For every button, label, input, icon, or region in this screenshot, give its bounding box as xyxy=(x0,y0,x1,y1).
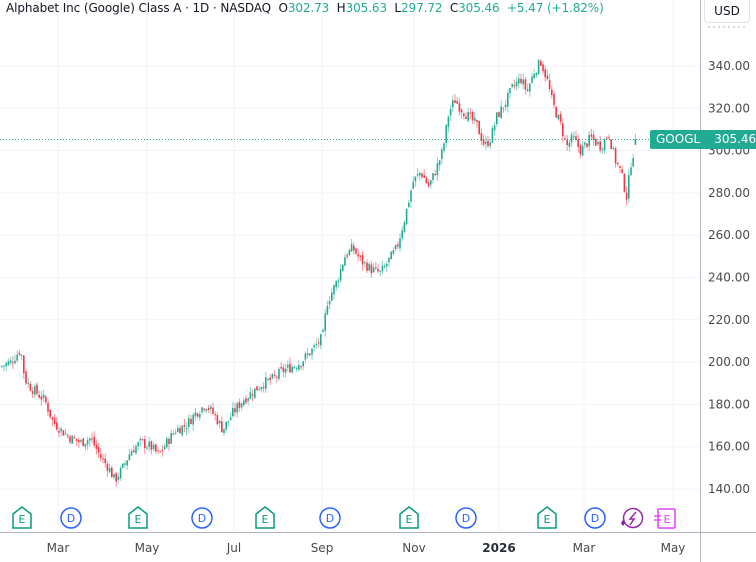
svg-text:E: E xyxy=(544,513,551,526)
split-bolt-event-icon[interactable] xyxy=(621,507,644,529)
symbol-title[interactable]: Alphabet Inc (Google) Class A · 1D · NAS… xyxy=(6,1,272,15)
svg-text:D: D xyxy=(462,512,470,525)
time-tick: Mar xyxy=(47,541,70,555)
dividend-event-icon[interactable]: D xyxy=(455,507,477,529)
high-value: 305.63 xyxy=(345,1,387,15)
dividend-event-icon[interactable]: D xyxy=(191,507,213,529)
price-tick: 340.00 xyxy=(708,59,750,73)
dividend-event-icon[interactable]: D xyxy=(60,507,82,529)
earnings-event-icon[interactable]: E xyxy=(537,506,557,529)
earnings-event-icon[interactable]: E xyxy=(255,506,275,529)
time-tick: Nov xyxy=(402,541,425,555)
close-value: 305.46 xyxy=(458,1,500,15)
earnings-event-icon[interactable]: E xyxy=(399,506,419,529)
time-tick: May xyxy=(661,541,686,555)
dividend-event-icon[interactable]: D xyxy=(584,507,606,529)
svg-text:D: D xyxy=(67,512,75,525)
svg-text:E: E xyxy=(406,513,413,526)
price-tick: 240.00 xyxy=(708,271,750,285)
svg-text:D: D xyxy=(198,512,206,525)
price-tick: 140.00 xyxy=(708,482,750,496)
price-tick: 180.00 xyxy=(708,397,750,411)
low-value: 297.72 xyxy=(401,1,443,15)
symbol-legend: Alphabet Inc (Google) Class A · 1D · NAS… xyxy=(6,1,604,15)
price-tick: 260.00 xyxy=(708,228,750,242)
svg-text:E: E xyxy=(262,513,269,526)
time-tick: Jul xyxy=(226,541,241,555)
svg-text:D: D xyxy=(591,512,599,525)
open-value: 302.73 xyxy=(287,1,330,15)
price-tag-symbol: GOOGL xyxy=(656,132,701,146)
time-tick: Mar xyxy=(573,541,596,555)
svg-text:E: E xyxy=(135,513,142,526)
price-tag-value: 305.46 xyxy=(714,132,756,146)
price-tick: 200.00 xyxy=(708,355,750,369)
price-axis[interactable]: 340.00320.00300.00280.00260.00240.00220.… xyxy=(708,26,750,496)
time-tick: May xyxy=(135,541,160,555)
change-value: +5.47 (+1.82%) xyxy=(506,1,604,15)
price-tick: 280.00 xyxy=(708,186,750,200)
dividend-event-icon[interactable]: D xyxy=(319,507,341,529)
time-tick: Sep xyxy=(311,541,334,555)
last-price-tag: GOOGL 305.46 xyxy=(650,130,756,149)
grid-lines xyxy=(0,0,700,532)
time-axis[interactable]: Mar May Jul Sep Nov 2026 Mar May xyxy=(47,541,686,555)
svg-text:E: E xyxy=(664,513,671,526)
svg-text:E: E xyxy=(19,513,26,526)
candlestick-series xyxy=(1,59,637,487)
earnings-event-icon[interactable]: E xyxy=(128,506,148,529)
earnings-event-icon[interactable]: E xyxy=(12,506,32,529)
time-tick: 2026 xyxy=(482,541,515,555)
price-tick: 220.00 xyxy=(708,313,750,327)
future-earnings-event-icon[interactable]: E xyxy=(654,508,676,529)
currency-button[interactable]: USD xyxy=(704,0,750,23)
price-tick: 160.00 xyxy=(708,440,750,454)
svg-text:D: D xyxy=(326,512,334,525)
price-tick: 320.00 xyxy=(708,101,750,115)
